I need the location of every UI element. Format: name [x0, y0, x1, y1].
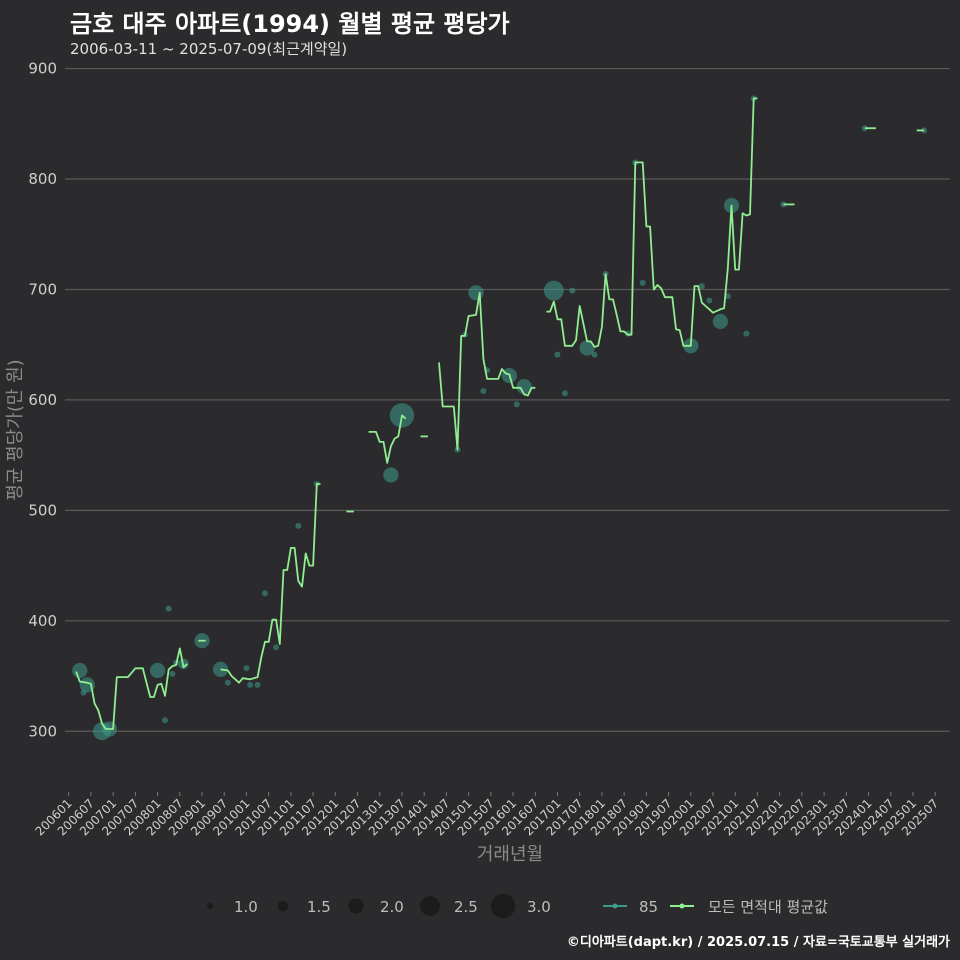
size-legend-circle: [207, 903, 213, 909]
data-point: [516, 379, 532, 395]
size-legend-label: 2.0: [380, 898, 404, 916]
y-tick-label: 600: [28, 391, 57, 409]
size-legend-label: 1.5: [307, 898, 331, 916]
data-point: [468, 285, 484, 301]
data-point: [169, 670, 176, 677]
data-point: [591, 351, 598, 358]
line-segment: [75, 647, 188, 730]
data-point: [295, 522, 302, 529]
line-segment: [220, 483, 321, 684]
data-point: [543, 280, 564, 301]
legend-key-85-dot: [612, 903, 618, 909]
size-legend-circle: [420, 896, 440, 916]
size-legend-circle: [277, 900, 289, 912]
data-point: [273, 644, 280, 651]
data-point: [247, 681, 254, 688]
size-legend-label: 2.5: [454, 898, 478, 916]
data-point: [224, 679, 231, 686]
size-legend-circle: [348, 898, 364, 914]
data-point: [712, 313, 729, 330]
line-segment: [438, 291, 536, 451]
data-point: [72, 662, 88, 679]
data-point: [243, 665, 250, 672]
line-series-average: [75, 97, 925, 730]
y-tick-label: 300: [28, 722, 57, 740]
y-axis-label: 평균 평당가(만 원): [5, 359, 26, 500]
y-tick-label: 900: [28, 60, 57, 78]
point-series-85: [72, 95, 928, 741]
data-point: [165, 605, 172, 612]
data-point: [554, 351, 561, 358]
data-point: [706, 297, 713, 304]
grid-lines: [65, 67, 950, 732]
size-legend-circle: [490, 893, 516, 919]
legend: 1.0 1.5 2.0 2.5 3.0 85 모든 면적대 평균값: [207, 893, 828, 919]
y-tick-label: 800: [28, 170, 57, 188]
size-legend-label: 3.0: [527, 898, 551, 916]
data-point: [698, 283, 705, 290]
chart-title: 금호 대주 아파트(1994) 월별 평균 평당가: [70, 10, 510, 38]
legend-label-85: 85: [639, 898, 658, 916]
line-segment: [368, 414, 407, 464]
y-tick-label: 400: [28, 612, 57, 630]
footer-credit: ©디아파트(dapt.kr) / 2025.07.15 / 자료=국토교통부 실…: [566, 935, 950, 950]
data-point: [80, 689, 87, 696]
data-point: [569, 287, 576, 294]
legend-label-avg: 모든 면적대 평균값: [708, 898, 828, 916]
data-point: [579, 340, 595, 356]
data-point: [780, 201, 787, 208]
data-point: [561, 390, 568, 397]
size-legend-label: 1.0: [234, 898, 258, 916]
data-point: [149, 662, 166, 679]
data-point: [743, 330, 750, 337]
data-point: [161, 717, 168, 724]
y-tick-label: 700: [28, 280, 57, 298]
data-point: [254, 681, 261, 688]
data-point: [383, 467, 399, 483]
y-tick-labels: 300 400 500 600 700 800 900: [28, 60, 57, 741]
data-point: [724, 293, 731, 300]
line-segment: [546, 97, 758, 348]
x-tick-labels: 2006012006072007012007072008012008072009…: [33, 792, 941, 839]
legend-key-avg-dot: [679, 903, 685, 909]
data-point: [513, 401, 520, 408]
y-tick-label: 500: [28, 501, 57, 519]
chart-subtitle: 2006-03-11 ~ 2025-07-09(최근계약일): [70, 40, 348, 58]
x-axis-label: 거래년월: [477, 844, 543, 865]
data-point: [639, 279, 646, 286]
data-point: [261, 590, 268, 597]
data-point: [480, 388, 487, 395]
